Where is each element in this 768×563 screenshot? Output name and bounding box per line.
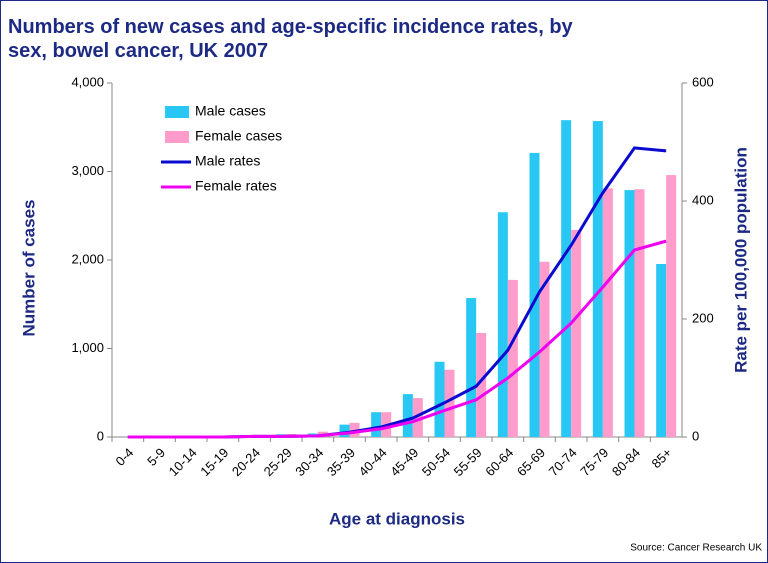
y-tick-label: 3,000 <box>71 163 104 178</box>
legend-swatch <box>165 131 189 143</box>
bar <box>656 263 667 437</box>
bar <box>476 333 487 437</box>
legend-label: Male cases <box>195 103 266 119</box>
bar <box>602 188 613 437</box>
legend-label: Female rates <box>195 178 277 194</box>
bar <box>466 298 477 437</box>
y-axis-title: Number of cases <box>19 200 38 337</box>
chart-title: Numbers of new cases and age-specific in… <box>8 16 574 62</box>
bar <box>529 152 540 438</box>
bar <box>571 229 582 437</box>
bar <box>349 422 360 437</box>
source: Source: Cancer Research UK <box>630 543 762 554</box>
bar <box>444 369 455 437</box>
bar <box>592 121 603 438</box>
bar <box>412 398 423 437</box>
legend-swatch <box>165 106 189 118</box>
bar <box>624 190 635 437</box>
legend-label: Female cases <box>195 128 282 144</box>
y2-tick-label: 600 <box>692 74 714 89</box>
y-tick-label: 4,000 <box>71 74 104 89</box>
legend-label: Male rates <box>195 153 260 169</box>
bar <box>666 175 677 438</box>
y2-axis-title: Rate per 100,000 population <box>731 147 750 373</box>
y-tick-label: 1,000 <box>71 340 104 355</box>
bar <box>402 394 413 437</box>
y2-tick-label: 400 <box>692 192 714 207</box>
x-axis-title: Age at diagnosis <box>329 509 465 528</box>
line <box>127 239 667 439</box>
bar <box>497 212 508 437</box>
bar <box>634 189 645 437</box>
bar <box>507 279 518 437</box>
bar <box>561 120 572 438</box>
bar <box>434 361 445 437</box>
y2-tick-label: 0 <box>692 428 699 443</box>
y-tick-label: 2,000 <box>71 251 104 266</box>
bar <box>371 412 382 437</box>
y2-tick-label: 200 <box>692 310 714 325</box>
bar <box>339 424 350 437</box>
y-tick-label: 0 <box>97 428 104 443</box>
